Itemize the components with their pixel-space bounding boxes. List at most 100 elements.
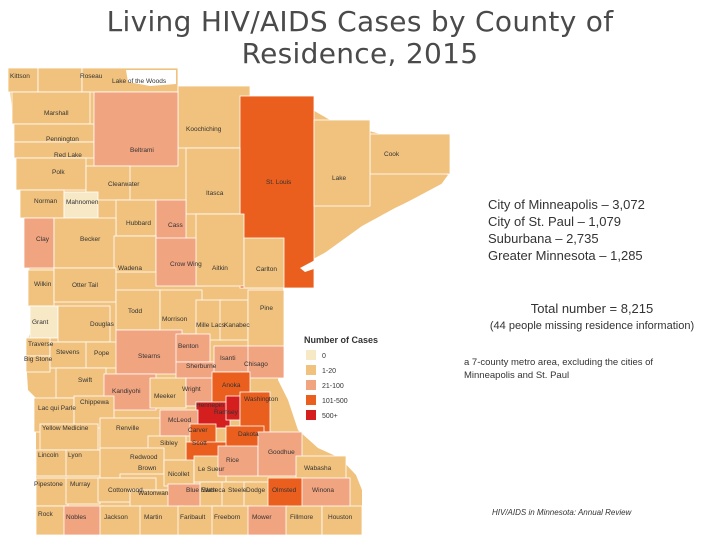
county-label-otter-tail: Otter Tail xyxy=(72,282,98,289)
county-swift xyxy=(55,367,107,399)
county-label-marshall: Marshall xyxy=(44,110,69,117)
county-nicollet xyxy=(163,459,195,487)
county-label-martin: Martin xyxy=(144,514,162,521)
county-label-faribault: Faribault xyxy=(180,514,205,521)
county-redwood xyxy=(99,447,165,479)
county-label-cass: Cass xyxy=(168,222,184,229)
county-label-wilkin: Wilkin xyxy=(34,281,52,288)
county-label-goodhue: Goodhue xyxy=(268,449,295,456)
county-wilkin xyxy=(27,269,55,307)
county-label-wadena: Wadena xyxy=(118,265,142,272)
county-beltrami xyxy=(93,91,179,167)
county-label-meeker: Meeker xyxy=(154,393,177,400)
county-label-crow-wing: Crow Wing xyxy=(170,261,202,268)
county-label-kandiyohi: Kandiyohi xyxy=(112,388,141,395)
county-stevens xyxy=(49,341,89,369)
county-label-waseca: Waseca xyxy=(202,487,226,494)
county-label-benton: Benton xyxy=(178,343,199,350)
county-label-big-stone: Big Stone xyxy=(24,356,53,363)
county-label-kittson: Kittson xyxy=(10,73,30,80)
county-label-roseau: Roseau xyxy=(80,73,103,80)
county-label-renville: Renville xyxy=(116,425,140,432)
county-label-lake: Lake xyxy=(332,175,346,182)
missing-residence-note: (44 people missing residence information… xyxy=(489,320,695,332)
county-dodge xyxy=(243,481,273,509)
legend-swatch-21-100 xyxy=(306,380,316,390)
county-olmsted xyxy=(267,477,307,509)
county-mahnomen xyxy=(63,191,99,219)
county-label-wabasha: Wabasha xyxy=(304,465,332,472)
county-label-red-lake: Red Lake xyxy=(54,152,82,159)
county-label-pine: Pine xyxy=(260,305,273,312)
county-kanabec xyxy=(219,299,249,341)
county-goodhue xyxy=(257,431,303,477)
county-cook xyxy=(369,133,451,175)
county-label-st-louis: St. Louis xyxy=(266,179,292,186)
county-label-cottonwood: Cottonwood xyxy=(108,487,143,494)
map-legend: Number of Cases 0 1-20 21-100 101-500 500+ xyxy=(304,335,378,420)
legend-label-1-20: 1-20 xyxy=(322,368,336,375)
case-statistics: City of Minneapolis – 3,072 City of St. … xyxy=(488,196,645,264)
county-label-pennington: Pennington xyxy=(46,136,79,143)
county-label-koochiching: Koochiching xyxy=(186,126,222,133)
county-pine xyxy=(247,289,285,351)
county-label-polk: Polk xyxy=(52,169,65,176)
county-rice xyxy=(217,445,259,477)
county-label-lyon: Lyon xyxy=(68,452,82,459)
county-label-fillmore: Fillmore xyxy=(290,514,313,521)
county-label-dodge: Dodge xyxy=(246,487,266,494)
county-washington xyxy=(239,391,271,433)
county-label-mower: Mower xyxy=(252,514,272,521)
county-label-morrison: Morrison xyxy=(162,316,188,323)
county-label-aitkin: Aitkin xyxy=(212,265,228,272)
lake-superior-overlay xyxy=(300,180,460,272)
county-label-cook: Cook xyxy=(384,151,400,158)
lake-of-the-woods-overlay xyxy=(126,70,176,86)
county-label-jackson: Jackson xyxy=(104,514,128,521)
county-fillmore xyxy=(285,505,323,536)
county-label-yellow-medicine: Yellow Medicine xyxy=(42,425,89,432)
county-label-mahnomen: Mahnomen xyxy=(66,199,99,206)
suburban-footnote: a 7-county metro area, excluding the cit… xyxy=(464,357,654,381)
legend-swatch-1-20 xyxy=(306,365,316,375)
county-label-ramsey: Ramsey xyxy=(214,409,239,416)
county-murray xyxy=(65,477,101,505)
county-label-hubbard: Hubbard xyxy=(126,220,151,227)
title-line-2: Residence, 2015 xyxy=(241,37,479,70)
legend-label-500: 500+ xyxy=(322,413,338,420)
county-wadena xyxy=(113,235,157,273)
county-label-becker: Becker xyxy=(80,236,101,243)
county-meeker xyxy=(149,377,187,409)
county-marshall xyxy=(11,91,91,125)
county-mower xyxy=(247,505,289,536)
legend-swatch-500 xyxy=(306,410,316,420)
county-label-clay: Clay xyxy=(36,236,50,243)
legend-swatch-101-500 xyxy=(306,395,316,405)
county-houston xyxy=(321,505,363,536)
county-label-nicollet: Nicollet xyxy=(168,471,190,478)
county-label-beltrami: Beltrami xyxy=(130,147,154,154)
county-polk xyxy=(15,157,87,191)
county-label-freeborn: Freeborn xyxy=(214,514,241,521)
county-faribault xyxy=(177,505,219,536)
county-label-chisago: Chisago xyxy=(244,361,268,368)
county-nobles xyxy=(63,505,105,536)
county-morrison xyxy=(159,289,203,335)
county-label-watonwan: Watonwan xyxy=(138,490,169,497)
source-citation: HIV/AIDS in Minnesota: Annual Review xyxy=(492,508,632,517)
county-freeborn xyxy=(211,505,253,536)
legend-label-21-100: 21-100 xyxy=(322,383,344,390)
legend-swatch-0 xyxy=(306,350,316,360)
county-label-traverse: Traverse xyxy=(28,341,54,348)
county-aitkin xyxy=(195,213,245,287)
county-label-houston: Houston xyxy=(328,514,353,521)
page-title: Living HIV/AIDS Cases by County of Resid… xyxy=(0,6,720,70)
stat-minneapolis: City of Minneapolis – 3,072 xyxy=(488,197,645,212)
county-label-kanabec: Kanabec xyxy=(224,322,250,329)
county-rock xyxy=(35,505,69,536)
county-label-stearns: Stearns xyxy=(138,353,161,360)
county-label-redwood: Redwood xyxy=(130,454,158,461)
county-label-chippewa: Chippewa xyxy=(80,399,109,406)
county-label-mcleod: McLeod xyxy=(168,417,192,424)
county-label-le-sueur: Le Sueur xyxy=(198,466,225,473)
